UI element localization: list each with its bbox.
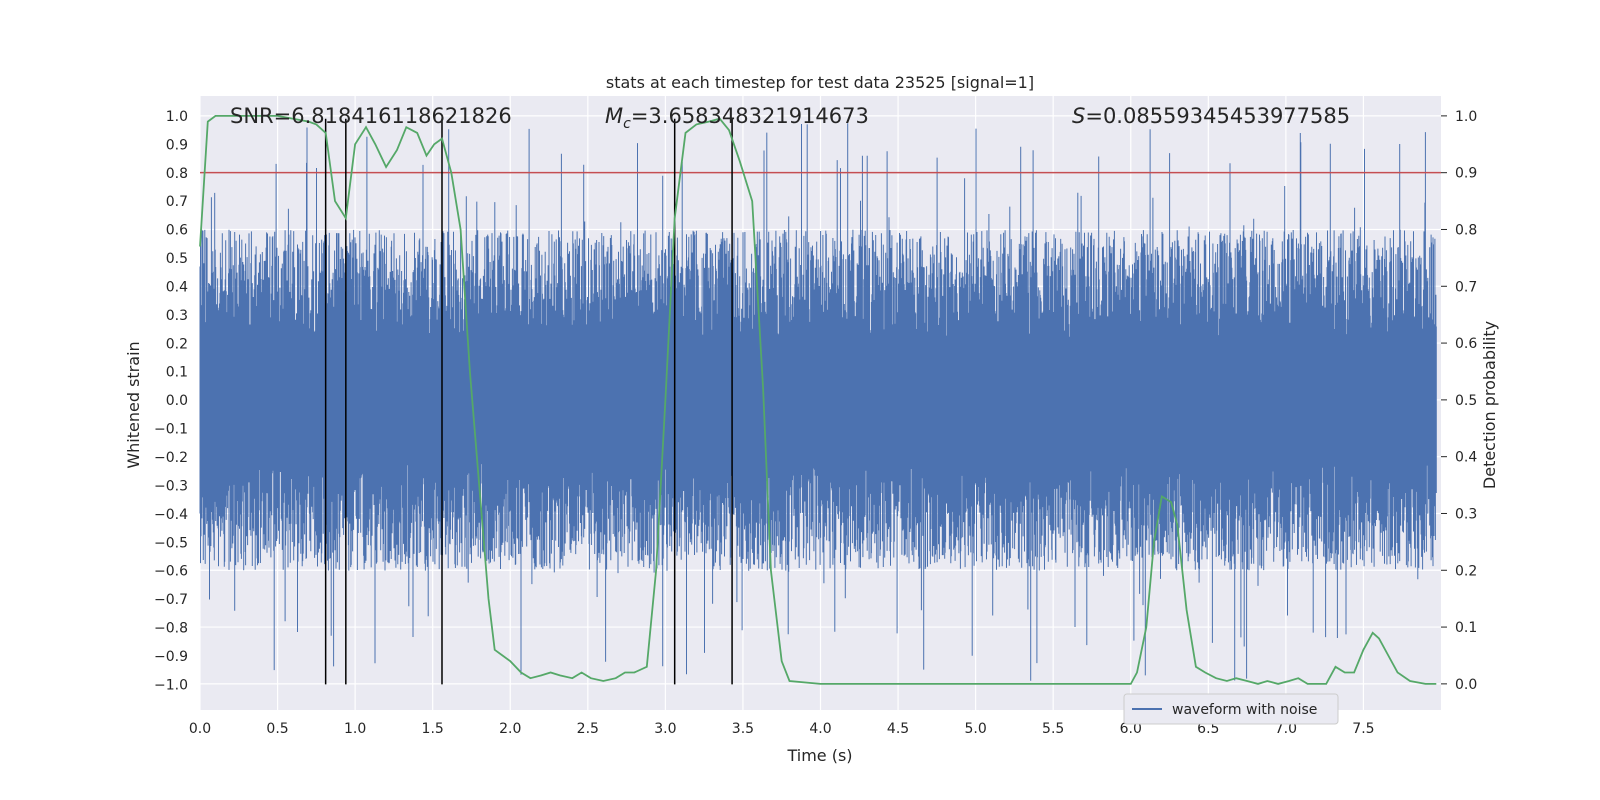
y-tick-label: 0.5 — [166, 251, 188, 267]
x-tick-label: 2.0 — [499, 721, 521, 737]
x-tick-label: 3.5 — [732, 721, 754, 737]
y2-tick-label: 0.4 — [1455, 450, 1477, 466]
annotation-chirp-mass-value: =3.658348321914673 — [631, 104, 869, 128]
x-tick-label: 5.0 — [964, 721, 986, 737]
y2-tick-label: 0.1 — [1455, 620, 1477, 636]
y-tick-label: −0.6 — [154, 564, 188, 580]
x-tick-label: 7.0 — [1275, 721, 1297, 737]
y-tick-label: −0.7 — [154, 592, 188, 608]
y2-tick-label: 0.7 — [1455, 279, 1477, 295]
y-tick-label: −0.8 — [154, 621, 188, 637]
x-tick-label: 2.5 — [577, 721, 599, 737]
legend-box — [1123, 693, 1339, 725]
annotation-chirp-mass: Mc=3.658348321914673 — [605, 104, 869, 132]
y-tick-label: −0.3 — [154, 478, 188, 494]
x-axis-label: Time (s) — [786, 746, 852, 765]
y2-tick-label: 0.3 — [1455, 506, 1477, 522]
x-tick-label: 4.5 — [887, 721, 909, 737]
series-detection-probability — [199, 115, 1437, 685]
y-tick-label: −0.9 — [154, 649, 188, 665]
y2-tick-label: 0.0 — [1455, 677, 1477, 693]
y-tick-label: −0.5 — [154, 535, 188, 551]
y-tick-label: 0.9 — [166, 137, 188, 153]
y-tick-label: 0.7 — [166, 194, 188, 210]
legend-label: waveform with noise — [1172, 702, 1317, 718]
annotation-s: S=0.08559345453977585 — [1072, 104, 1350, 128]
y2-tick-label: 0.9 — [1455, 166, 1477, 182]
y2-axis-ticks: 0.0 0.1 0.2 0.3 0.4 0.5 0.6 0.7 0.8 0.9 1.0 — [1441, 109, 1477, 693]
y-tick-label: 0.3 — [166, 308, 188, 324]
annotation-snr: SNR=6.818416118621826 — [230, 104, 512, 128]
y2-tick-label: 0.6 — [1455, 336, 1477, 352]
y2-tick-label: 1.0 — [1455, 109, 1477, 125]
waveform-noise-path — [199, 123, 1437, 681]
chart-title: stats at each timestep for test data 235… — [606, 73, 1034, 92]
y-tick-label: −0.2 — [154, 450, 188, 466]
y-tick-label: 0.6 — [166, 223, 188, 239]
x-tick-label: 5.5 — [1042, 721, 1064, 737]
annotation-chirp-mass-subscript: c — [623, 116, 631, 132]
y-tick-label: 0.8 — [166, 166, 188, 182]
y-tick-label: 0.1 — [166, 365, 188, 381]
x-axis-ticks: 0.0 0.5 1.0 1.5 2.0 2.5 3.0 3.5 4.0 4.5 5.0 5.5 6.0 6… — [189, 721, 1375, 737]
y-tick-label: −1.0 — [154, 677, 188, 693]
x-tick-label: 7.5 — [1352, 721, 1374, 737]
x-tick-label: 0.5 — [266, 721, 288, 737]
x-tick-label: 1.5 — [422, 721, 444, 737]
annotation-s-value: =0.08559345453977585 — [1085, 104, 1350, 128]
y-axis-ticks: 1.0 0.9 0.8 0.7 0.6 0.5 0.4 0.3 0.2 0.1 0.0 −0.1 −0.… — [154, 109, 188, 694]
x-tick-label: 0.0 — [189, 721, 211, 737]
y-tick-label: 0.0 — [166, 393, 188, 409]
legend: waveform with noise — [1123, 693, 1339, 725]
y2-tick-label: 0.5 — [1455, 393, 1477, 409]
detection-probability-line — [199, 115, 1437, 685]
y2-tick-label: 0.2 — [1455, 563, 1477, 579]
y-tick-label: −0.1 — [154, 422, 188, 438]
y-tick-label: 1.0 — [166, 109, 188, 125]
x-tick-label: 6.0 — [1120, 721, 1142, 737]
annotation-chirp-mass-symbol: M — [605, 104, 623, 128]
y-axis-label: Whitened strain — [124, 341, 143, 468]
y-tick-label: 0.4 — [166, 279, 188, 295]
y2-axis-label: Detection probability — [1480, 321, 1499, 489]
x-tick-label: 6.5 — [1197, 721, 1219, 737]
x-tick-label: 4.0 — [809, 721, 831, 737]
annotation-s-symbol: S — [1072, 104, 1085, 128]
y2-tick-label: 0.8 — [1455, 222, 1477, 238]
x-tick-label: 3.0 — [654, 721, 676, 737]
y-tick-label: 0.2 — [166, 336, 188, 352]
series-waveform-with-noise — [199, 123, 1437, 681]
x-tick-label: 1.0 — [344, 721, 366, 737]
y-tick-label: −0.4 — [154, 507, 188, 523]
